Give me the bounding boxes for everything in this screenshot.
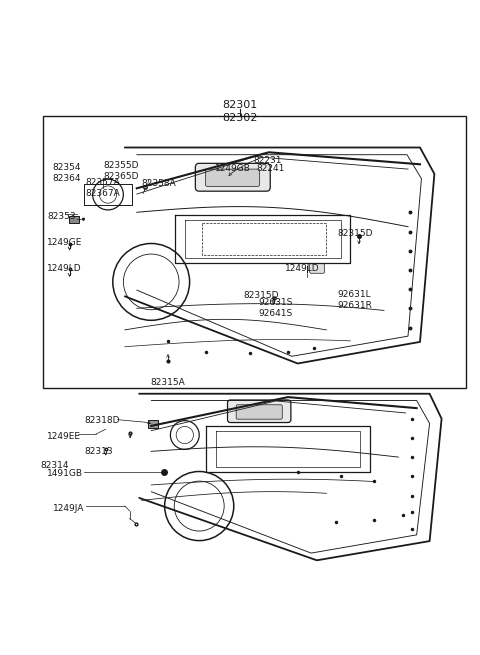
Text: 82315D: 82315D <box>337 229 372 238</box>
Text: 82315D: 82315D <box>244 291 279 299</box>
Text: 1249LD: 1249LD <box>47 264 82 273</box>
Text: 82355D
82365D: 82355D 82365D <box>103 161 139 181</box>
FancyBboxPatch shape <box>236 405 282 419</box>
Text: 1249GE: 1249GE <box>47 238 83 247</box>
Text: 82314: 82314 <box>41 461 69 470</box>
Text: 82358A: 82358A <box>142 179 176 188</box>
Text: 82315A: 82315A <box>150 378 185 387</box>
Text: 82353: 82353 <box>47 212 76 221</box>
Text: 92631L
92631R: 92631L 92631R <box>337 290 372 310</box>
Text: 82301
82302: 82301 82302 <box>222 100 258 122</box>
Text: 82241: 82241 <box>257 164 285 174</box>
Text: 1249EE: 1249EE <box>47 432 81 441</box>
FancyBboxPatch shape <box>228 400 291 422</box>
Text: 1491GB: 1491GB <box>47 469 83 478</box>
Text: 1249LD: 1249LD <box>285 264 319 273</box>
Bar <box>43 117 466 388</box>
FancyBboxPatch shape <box>69 215 79 223</box>
FancyBboxPatch shape <box>310 264 324 273</box>
Text: 82231: 82231 <box>253 156 281 165</box>
FancyBboxPatch shape <box>148 420 158 428</box>
Text: 82357A
82367A: 82357A 82367A <box>85 178 120 198</box>
Text: 1249JA: 1249JA <box>53 504 84 513</box>
FancyBboxPatch shape <box>195 163 270 191</box>
Text: 82354
82364: 82354 82364 <box>53 163 81 183</box>
Text: 82313: 82313 <box>84 447 113 455</box>
Text: 82318D: 82318D <box>84 417 120 425</box>
Text: 92631S
92641S: 92631S 92641S <box>258 298 293 318</box>
Text: 1249GB: 1249GB <box>215 164 251 174</box>
FancyBboxPatch shape <box>205 169 260 187</box>
